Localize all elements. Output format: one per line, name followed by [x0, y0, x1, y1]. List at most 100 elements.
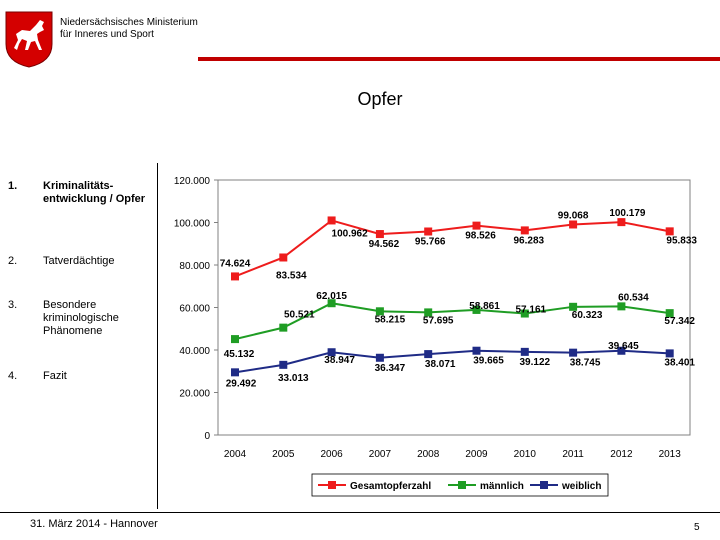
data-point	[665, 227, 674, 236]
ministry-name-line2: für Inneres und Sport	[60, 29, 154, 40]
data-label: 57.695	[423, 315, 454, 326]
data-point	[569, 348, 578, 357]
y-tick-label: 60.000	[179, 304, 210, 315]
data-label: 95.833	[666, 235, 697, 246]
footer-rule	[0, 512, 720, 513]
data-label: 60.323	[572, 310, 603, 321]
data-label: 45.132	[224, 349, 255, 360]
y-tick-label: 20.000	[179, 389, 210, 400]
data-point	[424, 350, 433, 359]
data-label: 39.645	[608, 341, 639, 352]
data-label: 57.161	[516, 305, 547, 316]
ministry-name-line1: Niedersächsisches Ministerium	[60, 17, 198, 28]
data-point	[279, 323, 288, 332]
data-point	[665, 309, 674, 318]
x-tick-label: 2012	[610, 449, 633, 460]
data-label: 38.745	[570, 358, 601, 369]
y-tick-label: 80.000	[179, 261, 210, 272]
data-point	[279, 253, 288, 262]
legend-swatch-marker	[540, 481, 548, 489]
lower-saxony-crest-icon	[5, 11, 53, 68]
x-tick-label: 2005	[272, 449, 295, 460]
data-label: 57.342	[664, 316, 695, 327]
series-line-weiblich	[234, 349, 670, 374]
data-point	[327, 299, 336, 308]
legend-swatch-marker	[458, 481, 466, 489]
content-divider	[157, 163, 158, 509]
data-point	[424, 308, 433, 317]
data-point	[520, 347, 529, 356]
header-rule	[198, 57, 720, 61]
data-point	[569, 302, 578, 311]
data-point	[472, 221, 481, 230]
data-label: 100.962	[332, 228, 369, 239]
x-tick-label: 2004	[224, 449, 247, 460]
legend-label: männlich	[480, 481, 524, 492]
footer-date: 31. März 2014 - Hannover	[30, 518, 158, 530]
legend-label: Gesamtopferzahl	[350, 481, 431, 492]
x-tick-label: 2007	[369, 449, 392, 460]
x-tick-label: 2011	[562, 449, 584, 460]
x-tick-label: 2010	[514, 449, 537, 460]
data-point	[569, 220, 578, 229]
data-point	[424, 227, 433, 236]
data-point	[472, 305, 481, 314]
data-point	[520, 226, 529, 235]
nav-item-label: Besondere kriminologische Phänomene	[43, 299, 119, 337]
nav-item-label: Fazit	[43, 370, 67, 382]
data-label: 39.122	[520, 357, 551, 368]
page-number: 5	[694, 522, 700, 533]
data-label: 62.015	[316, 291, 347, 302]
y-tick-label: 0	[204, 431, 210, 442]
legend-label: weiblich	[561, 481, 601, 492]
y-tick-label: 100.000	[174, 219, 211, 230]
data-point	[375, 353, 384, 362]
data-label: 83.534	[276, 270, 307, 281]
series-line-männlich	[234, 302, 670, 341]
data-label: 100.179	[609, 208, 646, 219]
data-point	[472, 346, 481, 355]
y-tick-label: 120.000	[174, 176, 211, 187]
data-label: 95.766	[415, 236, 446, 247]
data-point	[617, 218, 626, 227]
data-label: 98.526	[465, 231, 496, 242]
data-point	[231, 272, 239, 281]
data-label: 38.947	[324, 355, 355, 366]
data-label: 50.521	[284, 310, 315, 321]
data-label: 74.624	[220, 258, 251, 269]
nav-item-number: 2.	[8, 255, 18, 267]
data-point	[617, 302, 626, 311]
data-label: 58.861	[469, 301, 500, 312]
data-point	[617, 346, 626, 355]
x-tick-label: 2006	[320, 449, 343, 460]
data-label: 36.347	[375, 363, 406, 374]
data-label: 99.068	[558, 210, 589, 221]
data-point	[375, 307, 384, 316]
data-label: 38.071	[425, 359, 456, 370]
data-label: 96.283	[514, 235, 545, 246]
nav-item-number: 1.	[8, 180, 18, 192]
x-tick-label: 2008	[417, 449, 440, 460]
legend-swatch-marker	[328, 481, 336, 489]
data-label: 38.401	[664, 357, 695, 368]
nav-item-number: 4.	[8, 370, 18, 382]
data-label: 29.492	[226, 378, 257, 389]
nav-item-number: 3.	[8, 299, 18, 311]
data-point	[520, 309, 529, 318]
data-point	[231, 335, 239, 344]
page-title: Opfer	[357, 89, 403, 109]
data-label: 60.534	[618, 292, 649, 303]
data-label: 39.665	[473, 356, 504, 367]
data-point	[665, 349, 674, 358]
x-tick-label: 2009	[465, 449, 488, 460]
data-label: 94.562	[369, 239, 400, 250]
victims-line-chart: 0 20.000 40.000 60.000 80.000 100.000 120.000 2…	[174, 176, 697, 497]
data-point	[375, 230, 384, 239]
x-tick-label: 2013	[659, 449, 682, 460]
series-line-Gesamtopferzahl	[234, 219, 670, 278]
nav-item-label: Kriminalitäts-entwicklung / Opfer	[43, 180, 146, 205]
y-tick-label: 40.000	[179, 346, 210, 357]
nav-item-label: Tatverdächtige	[43, 255, 115, 267]
data-point	[279, 360, 288, 369]
data-point	[327, 216, 336, 225]
